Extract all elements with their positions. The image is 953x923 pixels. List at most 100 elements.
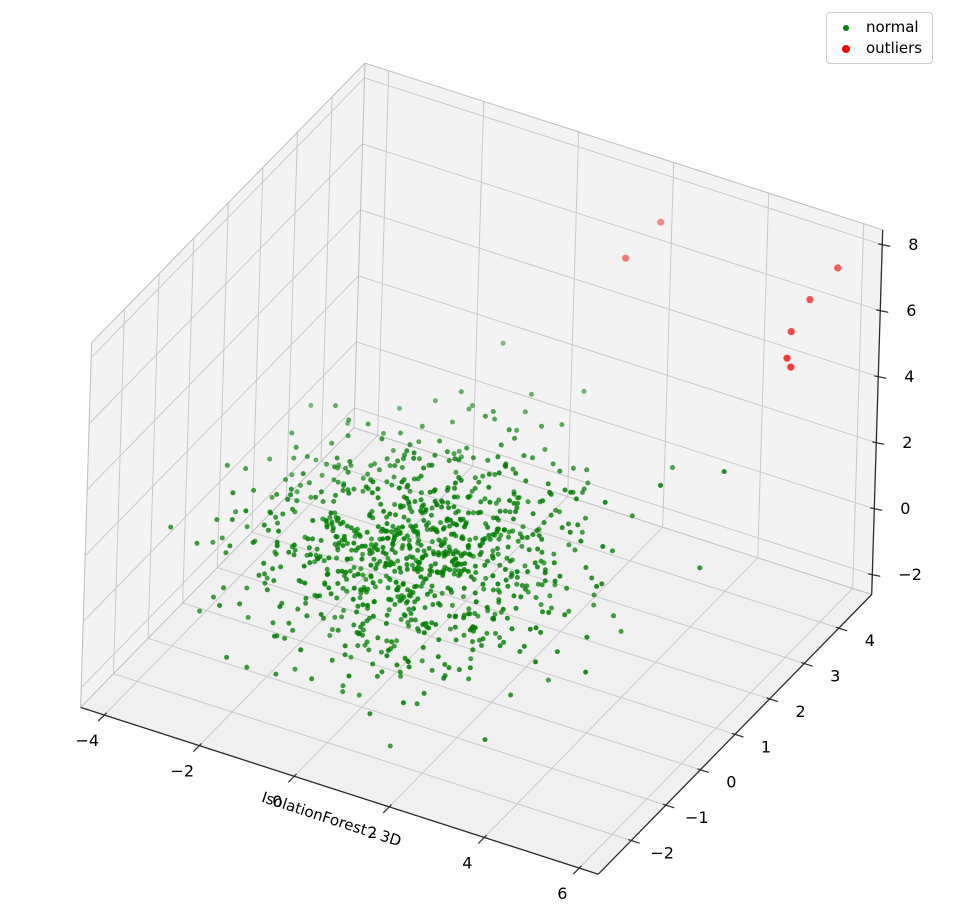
normal-point <box>397 405 402 411</box>
tick-label: 2 <box>796 702 806 721</box>
normal-point <box>554 649 560 655</box>
normal-point <box>334 518 340 524</box>
normal-point <box>318 538 324 543</box>
normal-point <box>390 523 396 529</box>
normal-point <box>344 556 350 562</box>
outliers-point <box>783 354 791 362</box>
normal-point <box>333 534 339 539</box>
normal-point <box>557 573 563 579</box>
normal-point <box>291 455 297 461</box>
normal-point <box>381 430 386 436</box>
normal-point <box>393 527 399 533</box>
normal-point <box>329 440 335 446</box>
normal-point <box>511 593 517 599</box>
normal-point <box>523 478 529 484</box>
normal-point <box>243 466 249 472</box>
tick-label: 6 <box>906 301 916 320</box>
normal-point <box>310 518 316 523</box>
normal-point <box>318 489 324 495</box>
normal-point <box>328 591 334 597</box>
normal-point <box>295 606 301 612</box>
tick-label: −1 <box>685 808 709 827</box>
normal-point <box>421 690 427 696</box>
normal-point <box>438 520 444 526</box>
normal-point <box>542 447 548 452</box>
normal-point <box>506 529 512 535</box>
normal-point <box>497 589 502 595</box>
normal-point <box>434 569 440 575</box>
normal-point <box>404 448 410 454</box>
normal-point <box>519 535 525 540</box>
normal-point <box>533 595 539 600</box>
normal-point <box>490 587 496 593</box>
normal-point <box>421 630 427 636</box>
normal-point <box>369 509 375 514</box>
normal-point <box>346 490 352 496</box>
normal-point <box>548 512 554 518</box>
normal-point <box>365 421 371 427</box>
normal-point <box>440 568 446 574</box>
normal-point <box>611 613 616 619</box>
tick-labels: −4 −2 0 2 4 6 −2 −1 0 1 2 3 4 −2 0 2 4 6 8 <box>76 235 922 903</box>
normal-point <box>333 492 338 498</box>
normal-point <box>335 627 341 633</box>
normal-point <box>440 550 446 556</box>
normal-point <box>519 583 525 588</box>
normal-point <box>261 522 267 528</box>
normal-point <box>482 496 488 502</box>
normal-point <box>367 615 372 621</box>
normal-point <box>463 520 469 526</box>
normal-point <box>566 542 572 548</box>
normal-point <box>508 692 514 698</box>
normal-point <box>515 538 521 544</box>
normal-point <box>515 500 521 506</box>
normal-point <box>535 581 541 587</box>
normal-point <box>447 523 452 529</box>
normal-point <box>373 566 379 571</box>
normal-point <box>429 583 435 589</box>
normal-point <box>335 479 341 485</box>
normal-point <box>432 593 438 599</box>
normal-point <box>470 647 476 653</box>
normal-point <box>293 444 299 450</box>
normal-point <box>511 489 517 495</box>
normal-point <box>449 589 454 595</box>
normal-point <box>418 542 424 548</box>
normal-point <box>408 617 414 623</box>
normal-point <box>446 613 452 619</box>
normal-marker-icon <box>842 24 849 31</box>
normal-point <box>329 657 335 663</box>
normal-point <box>328 510 334 516</box>
normal-point <box>392 502 398 507</box>
normal-point <box>363 484 369 490</box>
normal-point <box>397 598 403 604</box>
normal-point <box>436 637 442 643</box>
normal-point <box>339 614 345 620</box>
normal-point <box>432 452 438 458</box>
normal-point <box>583 515 588 521</box>
normal-point <box>495 581 501 587</box>
normal-point <box>292 666 298 672</box>
normal-point <box>388 646 394 652</box>
normal-point <box>487 499 493 505</box>
outliers-point <box>787 328 795 336</box>
normal-point <box>480 581 486 587</box>
normal-point <box>394 662 400 668</box>
normal-point <box>365 586 371 592</box>
normal-point <box>411 606 417 612</box>
normal-point <box>530 511 536 517</box>
normal-point <box>468 574 474 580</box>
normal-point <box>360 551 366 557</box>
normal-point <box>428 563 434 569</box>
normal-point <box>370 661 376 667</box>
normal-point <box>306 545 312 551</box>
normal-point <box>468 656 474 662</box>
normal-point <box>566 608 572 614</box>
normal-point <box>256 572 262 578</box>
normal-point <box>224 462 230 468</box>
normal-point <box>265 527 271 533</box>
normal-point <box>530 455 535 461</box>
tick-label: 2 <box>367 823 377 842</box>
normal-point <box>375 486 381 492</box>
normal-point <box>434 502 440 508</box>
